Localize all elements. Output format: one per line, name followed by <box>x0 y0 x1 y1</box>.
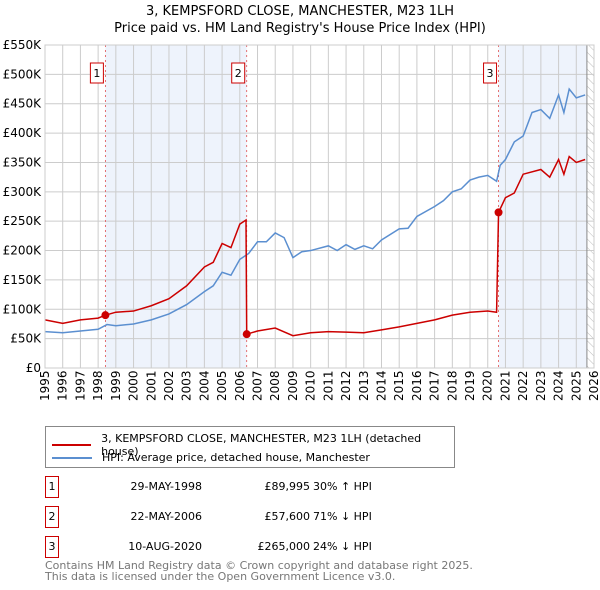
series-line <box>44 87 586 334</box>
x-tick-label: 2002 <box>162 370 176 401</box>
y-tick-label: £50K <box>10 332 42 346</box>
sale-point <box>242 330 251 339</box>
x-tick-label: 2020 <box>481 370 495 401</box>
sale-point <box>494 208 503 217</box>
x-tick-label: 2010 <box>304 370 318 401</box>
x-tick-label: 2018 <box>445 370 459 401</box>
subtitle: Price paid vs. HM Land Registry's House … <box>114 21 486 36</box>
x-tick-label: 2008 <box>268 370 282 401</box>
x-tick-label: 1997 <box>73 370 87 401</box>
x-tick-label: 2022 <box>516 370 530 401</box>
hpi-change: 24% ↓ HPI <box>313 540 372 553</box>
y-tick-label: £450K <box>3 97 43 111</box>
x-tick-label: 2016 <box>410 370 424 401</box>
legend-label: HPI: Average price, detached house, Manc… <box>102 451 370 464</box>
legend-label: 3, KEMPSFORD CLOSE, MANCHESTER, M23 1LH … <box>101 432 422 458</box>
date: 29-MAY-1998 <box>130 480 202 493</box>
x-tick-label: 2019 <box>463 370 477 401</box>
price: £265,000 <box>257 540 311 553</box>
forecast-hatch <box>586 45 594 368</box>
x-tick-label: 2014 <box>374 370 388 401</box>
date: 22-MAY-2006 <box>130 510 202 523</box>
y-tick-label: £200K <box>3 244 43 258</box>
sale-label: 1 <box>93 67 100 80</box>
legend-item-property: 3, KEMPSFORD CLOSE, MANCHESTER, M23 1LH … <box>52 432 454 458</box>
marker-badge: 2 <box>45 506 59 528</box>
legend-item-hpi: HPI: Average price, detached house, Manc… <box>52 451 370 464</box>
transaction-row: 1 29-MAY-1998 £89,995 30% ↑ HPI <box>45 476 545 498</box>
y-tick-label: £0 <box>26 361 41 375</box>
x-tick-label: 2015 <box>392 370 406 401</box>
x-tick-label: 2005 <box>215 370 229 401</box>
title: 3, KEMPSFORD CLOSE, MANCHESTER, M23 1LH <box>145 4 455 19</box>
marker-badge: 1 <box>45 476 59 498</box>
x-tick-label: 2013 <box>357 370 371 401</box>
legend: 3, KEMPSFORD CLOSE, MANCHESTER, M23 1LH … <box>45 426 455 468</box>
sale-label-box <box>231 62 246 84</box>
chart-title: 3, KEMPSFORD CLOSE, MANCHESTER, M23 1LH … <box>0 3 600 37</box>
y-tick-label: £500K <box>3 67 43 81</box>
hpi-change: 71% ↓ HPI <box>313 510 372 523</box>
y-tick-label: £350K <box>3 155 43 169</box>
price-chart: 1995 1996 1997 1998 1999 2000 2001 2002 2003 2004… <box>3 38 600 401</box>
x-tick-label: 2021 <box>498 370 512 401</box>
series-line <box>44 155 586 337</box>
x-tick-label: 1995 <box>38 370 52 401</box>
footer: Contains HM Land Registry data © Crown c… <box>45 560 473 582</box>
x-tick-label: 2000 <box>127 370 141 401</box>
x-tick-label: 1996 <box>56 370 70 401</box>
date: 10-AUG-2020 <box>128 540 202 553</box>
marker-badge: 3 <box>45 536 59 558</box>
x-tick-label: 2025 <box>569 370 583 401</box>
transaction-row: 2 22-MAY-2006 £57,600 71% ↓ HPI <box>45 506 545 528</box>
sale-label: 3 <box>487 67 494 80</box>
x-tick-label: 2024 <box>552 370 566 401</box>
x-tick-label: 2012 <box>339 370 353 401</box>
red-line-swatch <box>52 444 92 446</box>
sale-label: 2 <box>235 67 242 80</box>
shaded-period <box>105 45 247 368</box>
x-tick-label: 2017 <box>428 370 442 401</box>
sale-label-box <box>89 62 104 84</box>
footer-line: Contains HM Land Registry data © Crown c… <box>45 559 473 572</box>
price: £89,995 <box>264 480 311 493</box>
x-tick-label: 2003 <box>180 370 194 401</box>
x-tick-label: 2026 <box>587 370 600 401</box>
y-tick-label: £400K <box>3 126 43 140</box>
x-tick-label: 2023 <box>534 370 548 401</box>
y-tick-label: £250K <box>3 214 43 228</box>
y-tick-label: £550K <box>3 38 43 52</box>
x-tick-label: 2004 <box>197 370 211 401</box>
sale-label-box <box>483 62 498 84</box>
y-tick-label: £150K <box>3 273 43 287</box>
x-tick-label: 2011 <box>321 370 335 401</box>
blue-line-swatch <box>52 456 92 459</box>
y-tick-label: £300K <box>3 185 43 199</box>
shaded-period <box>498 45 587 368</box>
sale-point <box>101 311 110 320</box>
x-tick-label: 1999 <box>109 370 123 401</box>
hpi-change: 30% ↑ HPI <box>313 480 372 493</box>
price: £57,600 <box>264 510 311 523</box>
footer-line: This data is licensed under the Open Gov… <box>45 570 396 583</box>
x-tick-label: 2001 <box>144 370 158 401</box>
transaction-row: 3 10-AUG-2020 £265,000 24% ↓ HPI <box>45 536 545 558</box>
x-tick-label: 2009 <box>286 370 300 401</box>
x-tick-label: 1998 <box>91 370 105 401</box>
x-tick-label: 2007 <box>251 370 265 401</box>
y-tick-label: £100K <box>3 302 43 316</box>
plot-border <box>44 44 595 369</box>
x-tick-label: 2006 <box>233 370 247 401</box>
